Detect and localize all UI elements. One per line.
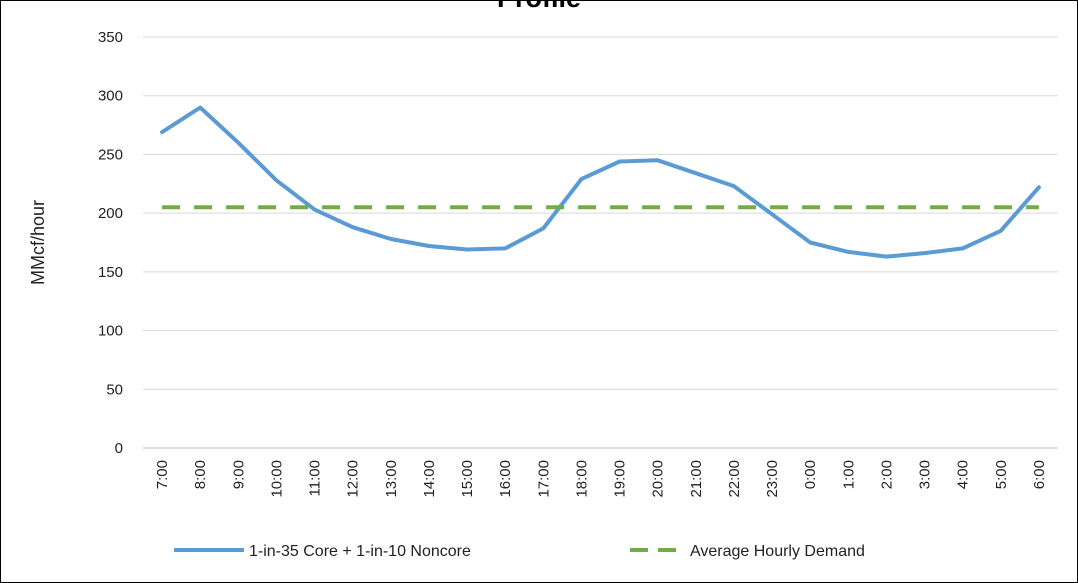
y-tick-label: 250 [98,146,123,163]
legend-label-2: Average Hourly Demand [690,543,865,560]
y-tick-label: 350 [98,29,123,46]
x-tick-label: 23:00 [764,460,781,498]
chart-title: Profile [1,1,1077,13]
x-tick-label: 0:00 [802,460,819,489]
y-tick-label: 100 [98,323,123,340]
y-tick-label: 50 [106,381,123,398]
y-tick-label: 0 [115,440,123,457]
series-line-1 [160,105,1041,259]
x-tick-label: 10:00 [268,460,285,498]
y-axis-label: MMcf/hour [28,200,48,285]
x-tick-label: 15:00 [459,460,476,498]
y-tick-label: 300 [98,88,123,105]
x-tick-label: 6:00 [1031,460,1048,489]
x-tick-label: 12:00 [345,460,362,498]
x-tick-label: 11:00 [307,460,324,496]
x-tick-label: 7:00 [154,460,171,489]
x-tick-label: 20:00 [650,460,667,498]
x-tick-label: 22:00 [726,460,743,498]
legend-label-1: 1-in-35 Core + 1-in-10 Noncore [249,543,471,560]
x-tick-label: 9:00 [230,460,247,489]
x-tick-label: 19:00 [612,460,629,498]
x-tick-label: 8:00 [192,460,209,489]
y-tick-label: 200 [98,205,123,222]
y-tick-label: 150 [98,264,123,281]
x-tick-label: 13:00 [383,460,400,498]
x-tick-label: 17:00 [535,460,552,498]
x-tick-label: 21:00 [688,460,705,498]
x-tick-label: 5:00 [993,460,1010,489]
x-tick-label: 18:00 [573,460,590,498]
x-tick-label: 2:00 [878,460,895,489]
x-tick-label: 3:00 [917,460,934,489]
x-tick-label: 4:00 [955,460,972,489]
x-tick-label: 14:00 [421,460,438,498]
x-tick-label: 16:00 [497,460,514,498]
x-tick-label: 1:00 [840,460,857,489]
